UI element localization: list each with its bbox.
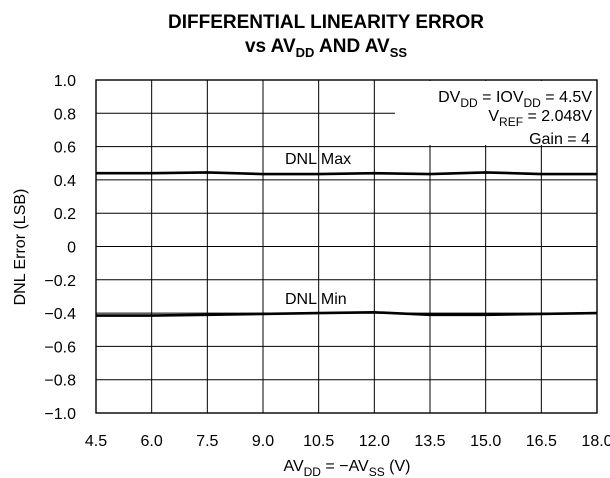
chart-title-line2: vs AVDD AND AVSS bbox=[245, 36, 407, 60]
tick-layer: 4.5 6.0 7.5 9.0 10.5 12.0 13.5 15.0 16.5 18.0 1.0 0… bbox=[44, 73, 610, 450]
plot-frame bbox=[95, 79, 598, 414]
y-tick-label: −0.2 bbox=[44, 273, 76, 290]
series-label-dnl-max: DNL Max bbox=[285, 151, 351, 168]
series-line-dnl-min bbox=[96, 311, 598, 317]
y-tick-label: 0 bbox=[67, 240, 76, 257]
annotation-vref: VREF = 2.048V bbox=[488, 108, 592, 129]
x-tick-label: 9.0 bbox=[252, 433, 274, 450]
y-tick-label: 0.6 bbox=[54, 140, 76, 157]
x-tick-label: 12.0 bbox=[359, 433, 390, 450]
chart-title-line1: DIFFERENTIAL LINEARITY ERROR bbox=[168, 12, 484, 33]
x-axis-label: AVDD = −AVSS (V) bbox=[283, 458, 410, 478]
y-tick-label: −0.4 bbox=[44, 306, 76, 323]
x-tick-label: 18.0 bbox=[581, 433, 610, 450]
x-tick-label: 15.0 bbox=[470, 433, 501, 450]
x-tick-label: 13.5 bbox=[414, 433, 445, 450]
series-line-dnl-max bbox=[96, 171, 597, 176]
x-tick-label: 4.5 bbox=[85, 433, 107, 450]
y-tick-label: 1.0 bbox=[54, 73, 76, 90]
x-tick-label: 10.5 bbox=[303, 433, 334, 450]
y-tick-label: −1.0 bbox=[44, 406, 76, 423]
annotation-gain: Gain = 4 bbox=[529, 131, 590, 148]
y-tick-label: 0.2 bbox=[54, 206, 76, 223]
annotation-supply: DVDD = IOVDD = 4.5V bbox=[438, 89, 592, 110]
series-label-dnl-min: DNL Min bbox=[285, 291, 347, 308]
y-tick-label: 0.4 bbox=[54, 173, 76, 190]
series-layer: DNL Max DNL Min bbox=[96, 151, 598, 317]
y-tick-label: −0.6 bbox=[44, 339, 76, 356]
x-tick-label: 16.5 bbox=[526, 433, 557, 450]
y-axis-label: DNL Error (LSB) bbox=[12, 189, 29, 306]
x-tick-label: 6.0 bbox=[141, 433, 163, 450]
y-tick-label: −0.8 bbox=[44, 373, 76, 390]
x-tick-label: 7.5 bbox=[196, 433, 218, 450]
y-tick-label: 0.8 bbox=[54, 106, 76, 123]
annotation-background bbox=[395, 81, 597, 145]
